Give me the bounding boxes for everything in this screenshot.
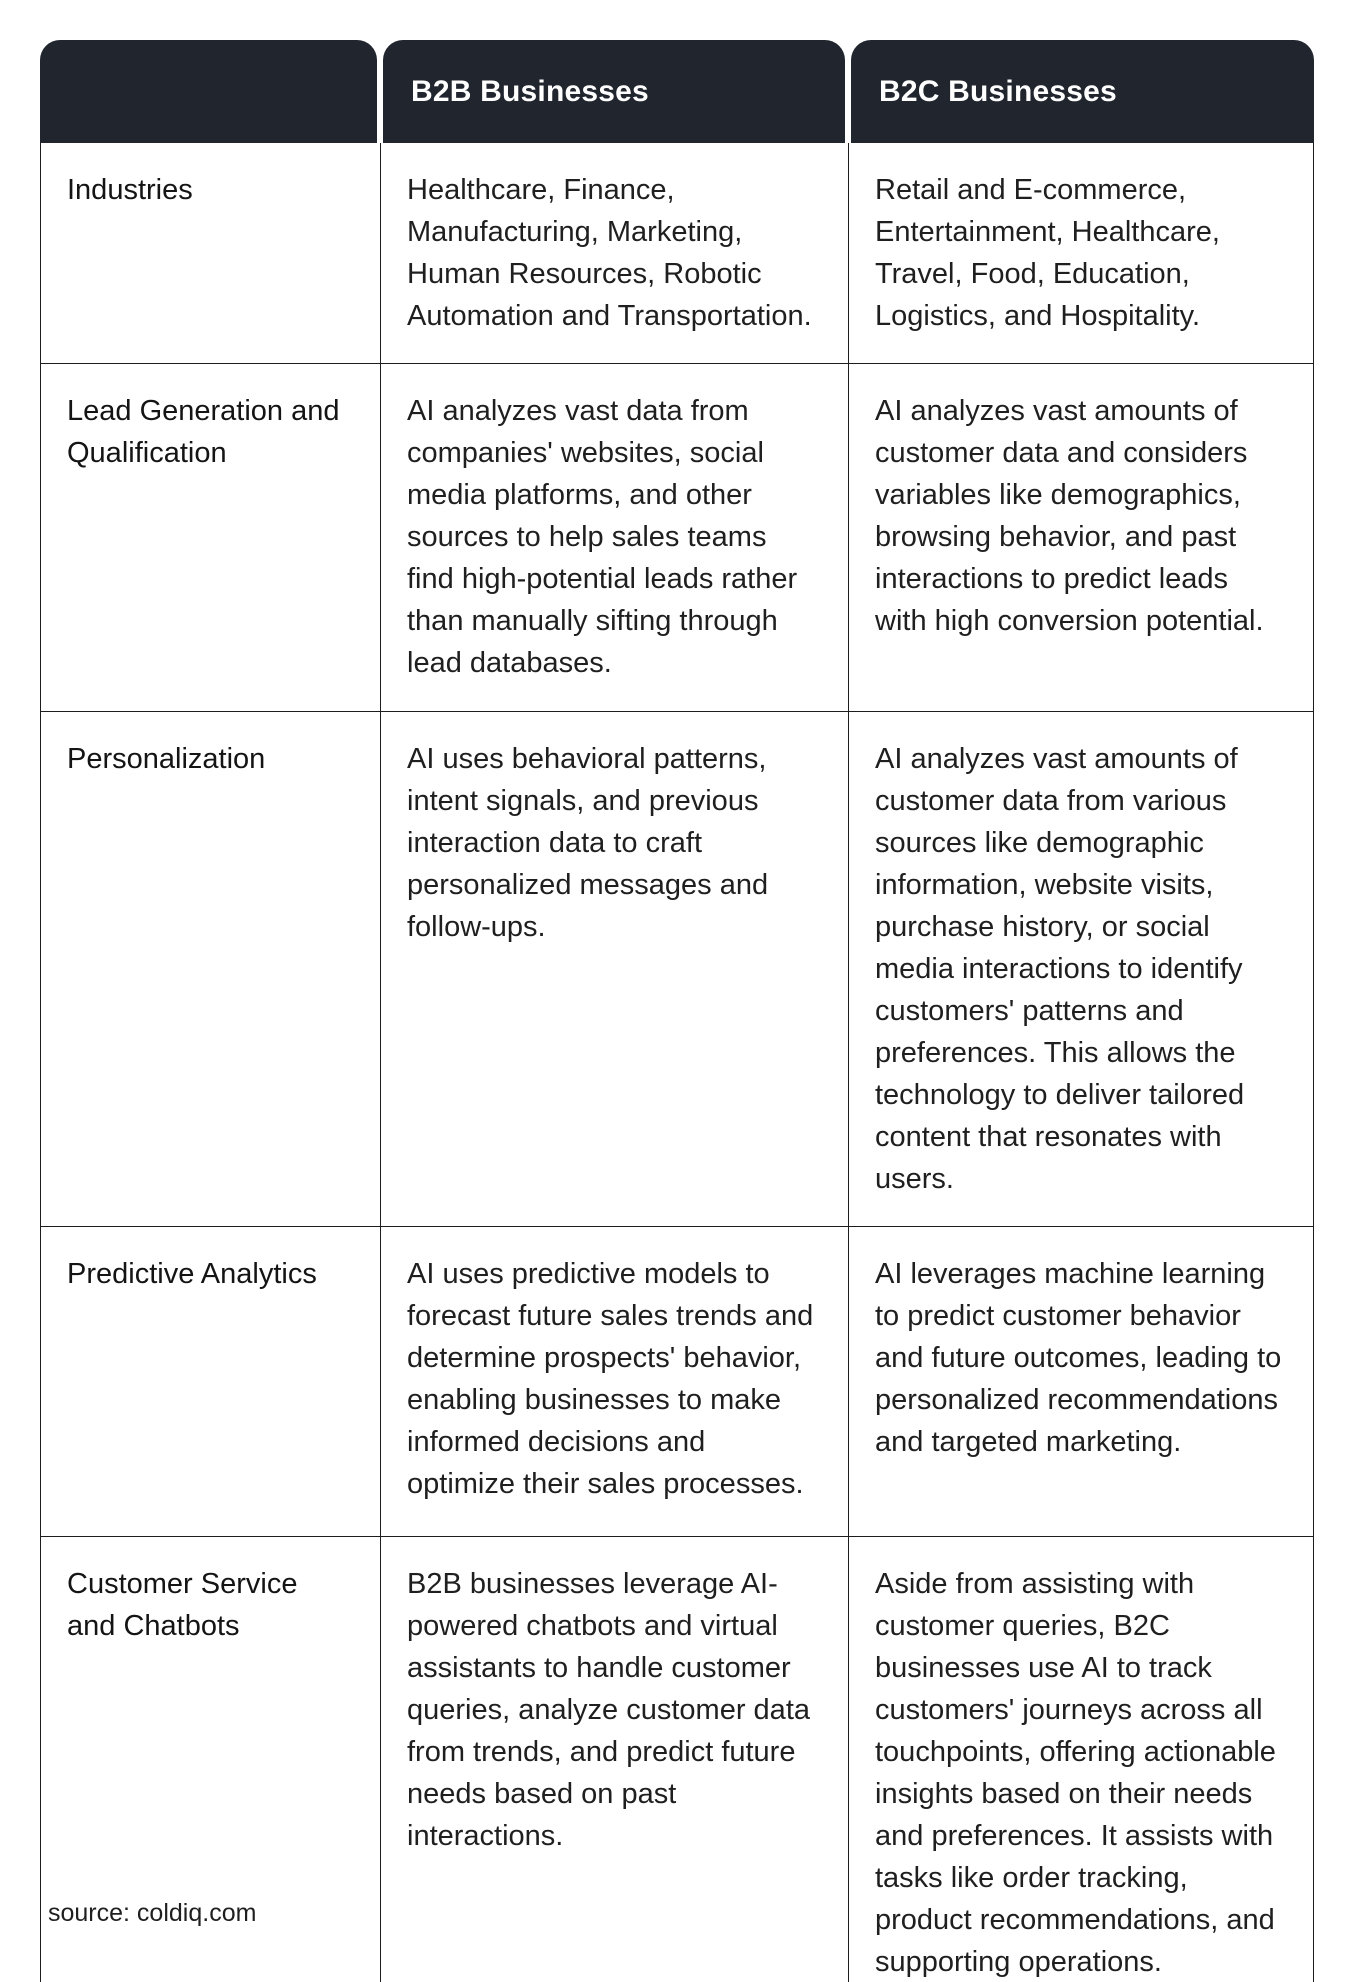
table-body: Industries Healthcare, Finance, Manufact… [40,143,1314,1982]
source-attribution: source: coldiq.com [48,1899,257,1927]
row-label-customer-service: Customer Service and Chatbots [41,1537,381,1982]
lead-generation-b2b-cell: AI analyzes vast data from companies' we… [381,364,849,711]
table-row-customer-service: Customer Service and Chatbots B2B busine… [41,1537,1313,1982]
b2b-b2c-comparison-table: B2B Businesses B2C Businesses Industries… [40,40,1314,1982]
predictive-analytics-b2c-cell: AI leverages machine learning to predict… [875,1258,1282,1459]
row-label-personalization: Personalization [41,711,381,1227]
header-cell-b2c: B2C Businesses [851,40,1314,143]
table-header-row: B2B Businesses B2C Businesses [40,40,1314,143]
table-row-personalization: Personalization AI uses behavioral patte… [41,711,1313,1228]
table-row-industries: Industries Healthcare, Finance, Manufact… [41,143,1313,365]
row-label-lead-generation: Lead Generation and Qualification [41,364,381,711]
row-label-predictive-analytics: Predictive Analytics [41,1227,381,1537]
table-row-predictive-analytics: Predictive Analytics AI uses predictive … [41,1227,1313,1538]
customer-service-b2b-cell: B2B businesses leverage AI-powered chatb… [381,1537,849,1982]
predictive-analytics-b2b-cell: AI uses predictive models to forecast fu… [381,1227,849,1537]
lead-generation-b2c-cell: AI analyzes vast amounts of customer dat… [875,395,1264,638]
table-row-lead-generation: Lead Generation and Qualification AI ana… [41,364,1313,712]
row-label-industries: Industries [41,143,381,364]
industries-b2b-cell: Healthcare, Finance, Manufacturing, Mark… [381,143,849,364]
industries-b2c-cell: Retail and E-commerce, Entertainment, He… [875,174,1220,333]
personalization-b2c-cell: AI analyzes vast amounts of customer dat… [875,742,1245,1195]
header-cell-empty [40,40,377,143]
personalization-b2b-cell: AI uses behavioral patterns, intent sign… [381,711,849,1227]
header-cell-b2b: B2B Businesses [383,40,845,143]
customer-service-b2c-cell: Aside from assisting with customer queri… [875,1568,1276,1979]
